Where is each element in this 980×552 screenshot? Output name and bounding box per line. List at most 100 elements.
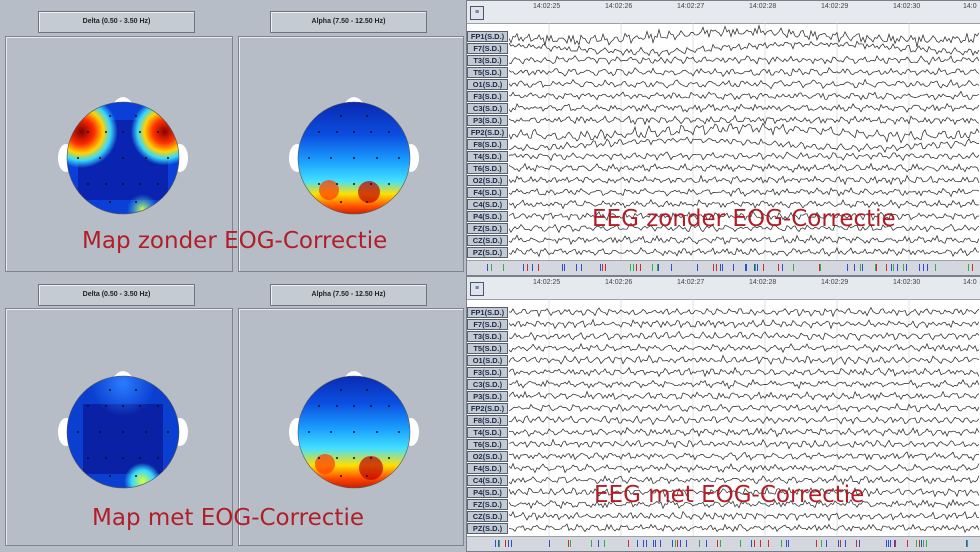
event-marker <box>967 540 968 547</box>
event-marker <box>919 540 920 547</box>
event-marker <box>568 540 569 547</box>
event-marker <box>923 540 924 547</box>
event-marker <box>581 264 582 271</box>
menu-icon[interactable]: ≡ <box>470 282 484 296</box>
event-marker <box>491 264 492 271</box>
event-marker <box>966 540 967 547</box>
time-tick: 14:02:27 <box>677 279 705 286</box>
eeg-scrollbar-top[interactable] <box>467 260 980 275</box>
time-tick: 14:02:27 <box>677 3 705 10</box>
event-marker <box>733 264 734 271</box>
eeg-trace <box>509 378 980 390</box>
eeg-trace <box>509 78 980 90</box>
eeg-view-top[interactable]: ≡ 14:02:25 14:02:26 14:02:27 14:02:28 14… <box>466 0 980 276</box>
event-marker <box>778 264 779 271</box>
event-marker <box>600 264 601 271</box>
event-marker <box>886 540 887 547</box>
eeg-trace <box>509 151 980 162</box>
channel-label: PZ(S.D.) <box>467 247 508 258</box>
event-marker <box>630 264 631 271</box>
channel-label: FP1(S.D.) <box>467 31 508 42</box>
eeg-trace <box>509 451 980 462</box>
time-tick: 14:02:29 <box>821 279 849 286</box>
event-marker <box>508 540 509 547</box>
event-marker <box>637 540 638 547</box>
eeg-time-header-bottom: ≡ 14:02:25 14:02:26 14:02:27 14:02:28 14… <box>467 277 980 300</box>
event-marker <box>675 540 676 547</box>
channel-label: T4(S.D.) <box>467 427 508 438</box>
channel-label: F7(S.D.) <box>467 43 508 54</box>
eeg-trace <box>509 174 980 186</box>
time-tick: 14:02:28 <box>749 3 777 10</box>
event-marker <box>686 540 687 547</box>
channel-label: FZ(S.D.) <box>467 223 508 234</box>
event-marker <box>717 540 718 547</box>
event-marker <box>658 264 659 271</box>
event-marker <box>633 264 634 271</box>
eeg-view-bottom[interactable]: ≡ 14:02:25 14:02:26 14:02:27 14:02:28 14… <box>466 276 980 552</box>
channel-label: F4(S.D.) <box>467 187 508 198</box>
event-marker <box>511 540 512 547</box>
eeg-trace <box>509 474 980 486</box>
event-marker <box>862 264 863 271</box>
eeg-trace <box>509 510 980 522</box>
event-marker <box>907 540 908 547</box>
event-marker <box>923 264 924 271</box>
channel-label: T3(S.D.) <box>467 331 508 342</box>
event-marker <box>652 264 653 271</box>
event-marker <box>636 264 637 271</box>
event-marker <box>891 264 892 271</box>
event-marker <box>921 540 922 547</box>
event-marker <box>495 540 496 547</box>
channel-label: CZ(S.D.) <box>467 235 508 246</box>
eeg-trace <box>509 402 980 413</box>
event-marker <box>523 264 524 271</box>
channel-label: C4(S.D.) <box>467 475 508 486</box>
head-map-top-delta <box>58 97 188 215</box>
time-tick: 14:02:25 <box>533 279 561 286</box>
eeg-trace <box>509 55 980 66</box>
event-marker <box>859 540 860 547</box>
menu-icon[interactable]: ≡ <box>470 6 484 20</box>
eeg-trace <box>509 427 980 438</box>
map-caption-bottom: Map met EOG-Correctie <box>92 505 364 531</box>
event-marker <box>840 540 841 547</box>
channel-label: F3(S.D.) <box>467 91 508 102</box>
event-marker <box>895 540 896 547</box>
event-marker <box>680 540 681 547</box>
time-tick: 14:0 <box>963 3 977 10</box>
channel-label: FP2(S.D.) <box>467 403 508 414</box>
event-marker <box>793 264 794 271</box>
channel-label: F8(S.D.) <box>467 139 508 150</box>
event-marker <box>757 264 758 271</box>
event-marker <box>677 540 678 547</box>
time-tick: 14:02:26 <box>605 279 633 286</box>
event-marker <box>699 540 700 547</box>
head-map-bottom-alpha <box>289 371 419 489</box>
event-marker <box>788 540 789 547</box>
event-marker <box>906 264 907 271</box>
channel-label: P4(S.D.) <box>467 487 508 498</box>
eeg-trace <box>509 136 980 153</box>
eeg-trace <box>509 114 980 126</box>
event-marker <box>826 540 827 547</box>
channel-label: T5(S.D.) <box>467 67 508 78</box>
channel-label: O1(S.D.) <box>467 355 508 366</box>
channel-label: C3(S.D.) <box>467 379 508 390</box>
event-marker <box>697 264 698 271</box>
event-marker <box>856 540 857 547</box>
eeg-trace <box>509 414 980 426</box>
band-title-top-delta: Delta (0.50 - 3.50 Hz) <box>38 11 195 33</box>
eeg-trace <box>509 318 980 330</box>
time-tick: 14:0 <box>963 279 977 286</box>
eeg-trace <box>509 438 980 450</box>
time-tick: 14:02:30 <box>893 279 921 286</box>
eeg-trace <box>509 102 980 113</box>
channel-label: T6(S.D.) <box>467 163 508 174</box>
event-marker <box>819 264 820 271</box>
eeg-trace <box>509 523 980 534</box>
event-marker <box>768 540 769 547</box>
event-marker <box>760 540 761 547</box>
eeg-scrollbar-bottom[interactable] <box>467 536 980 551</box>
eeg-trace <box>509 390 980 401</box>
